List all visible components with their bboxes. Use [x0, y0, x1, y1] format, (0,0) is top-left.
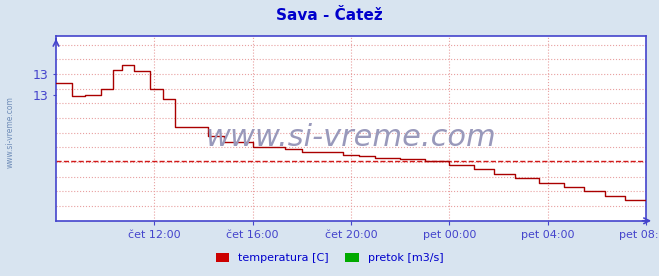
Legend: temperatura [C], pretok [m3/s]: temperatura [C], pretok [m3/s]	[212, 248, 447, 268]
Text: Sava - Čatež: Sava - Čatež	[276, 8, 383, 23]
Text: www.si-vreme.com: www.si-vreme.com	[5, 97, 14, 168]
Text: www.si-vreme.com: www.si-vreme.com	[206, 123, 496, 152]
